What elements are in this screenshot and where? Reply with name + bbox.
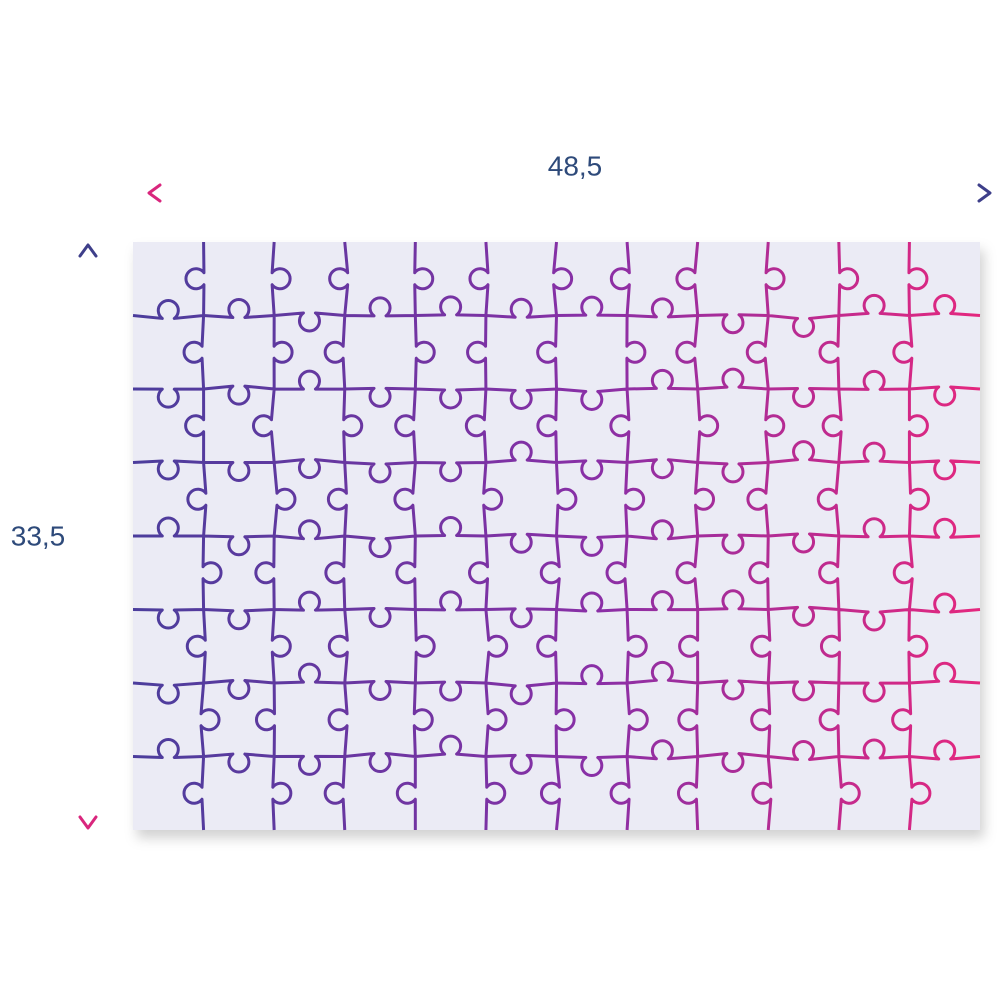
height-arrow	[78, 243, 98, 830]
width-arrow	[147, 183, 992, 203]
puzzle-pieces	[132, 241, 981, 831]
height-label: 33,5	[11, 520, 66, 551]
piece-edges	[132, 241, 981, 831]
width-label: 48,5	[548, 150, 603, 181]
